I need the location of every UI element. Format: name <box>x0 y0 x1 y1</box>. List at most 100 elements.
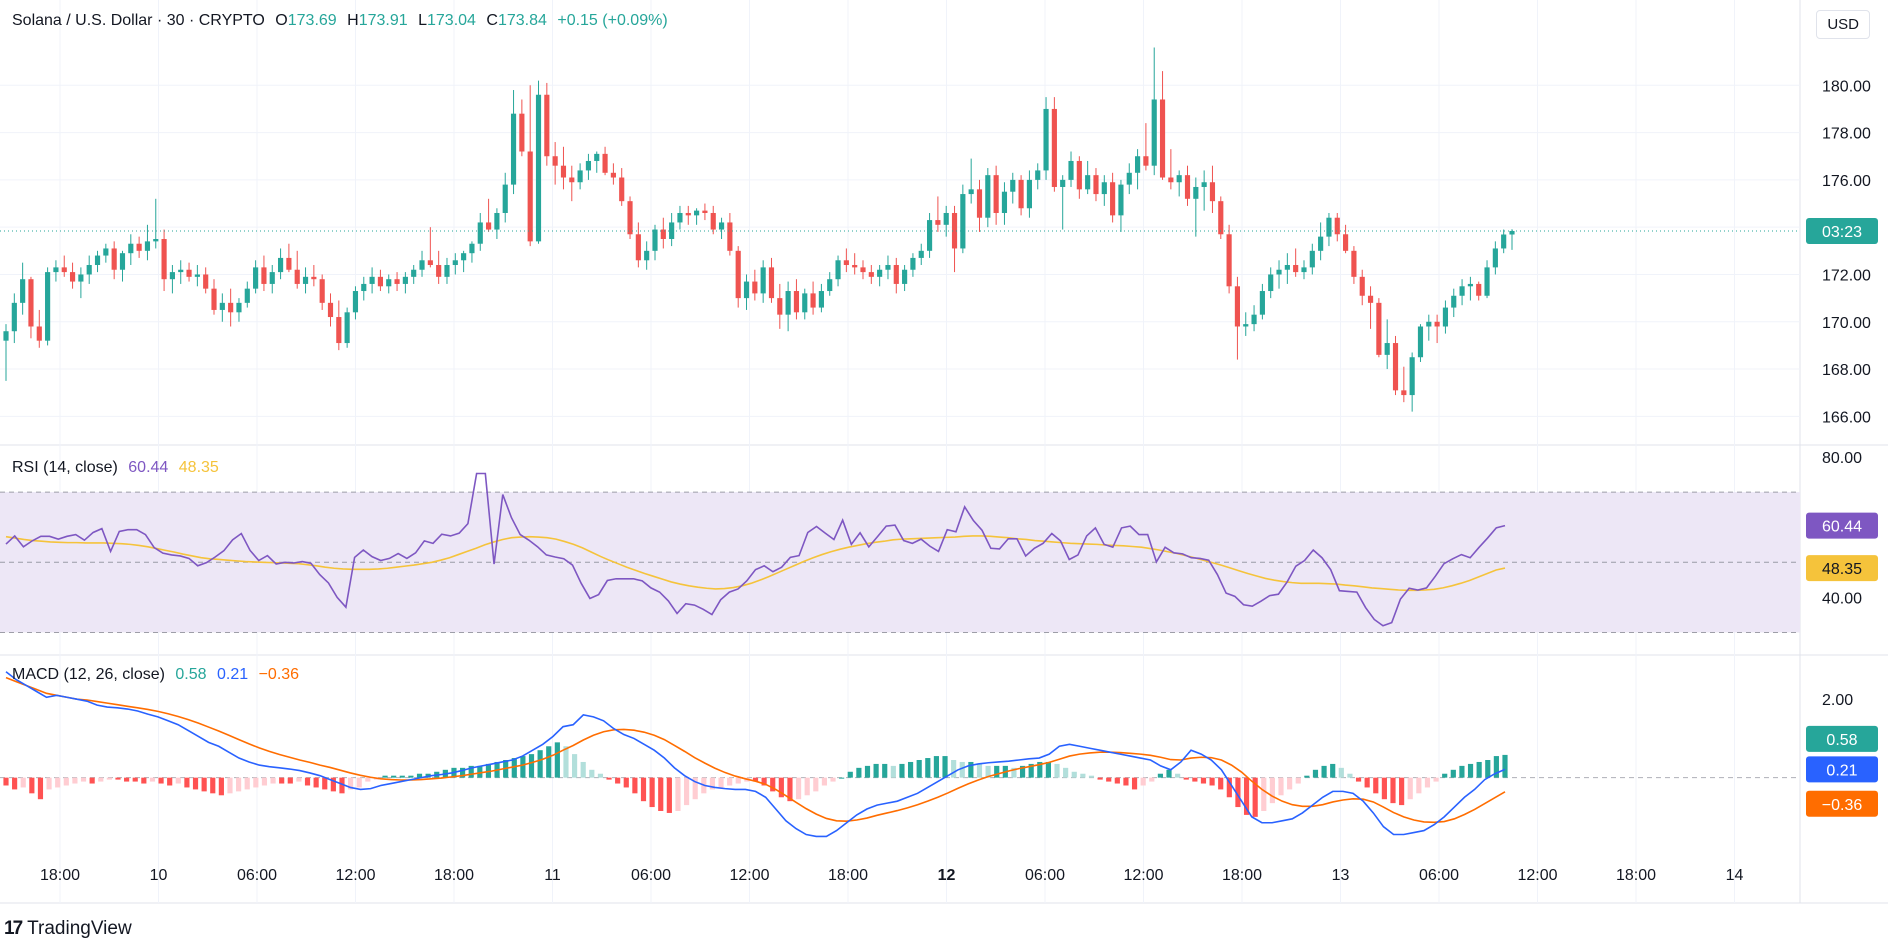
time-tick-label: 06:00 <box>1025 867 1065 884</box>
candle-body <box>1451 295 1457 308</box>
candle-body <box>1343 234 1349 251</box>
currency-button[interactable]: USD <box>1816 10 1870 39</box>
macd-hist-bar <box>1106 777 1112 782</box>
candle-body <box>1459 286 1465 296</box>
candle-body <box>253 267 259 289</box>
tradingview-logo-icon: 17 <box>4 918 23 939</box>
macd-line-badge-label: 0.21 <box>1826 762 1857 779</box>
candle-body <box>877 269 883 277</box>
candle-body <box>602 153 608 173</box>
macd-hist-bar <box>761 777 767 786</box>
candle-body <box>244 288 250 303</box>
candle-body <box>319 279 325 303</box>
candle-body <box>1068 160 1074 180</box>
time-tick-label: 13 <box>1332 867 1350 884</box>
macd-hist-bar <box>477 765 483 778</box>
candle-body <box>1001 191 1008 213</box>
candle-body <box>885 265 891 270</box>
candle-body <box>951 212 958 249</box>
macd-hist-bar <box>615 777 621 784</box>
candle-body <box>461 253 467 261</box>
macd-hist-bar <box>460 767 466 778</box>
macd-hist-bar <box>752 777 759 782</box>
macd-hist-bar <box>236 777 242 792</box>
macd-hist-bar <box>141 777 147 784</box>
time-tick-label: 12:00 <box>1123 867 1163 884</box>
macd-hist-bar <box>192 777 199 790</box>
macd-hist-bar <box>1175 773 1181 778</box>
candle-body <box>935 220 941 225</box>
macd-hist-bar <box>1192 777 1198 782</box>
change-value: +0.15 (+0.09%) <box>557 12 668 29</box>
macd-hist-bar <box>1019 765 1026 778</box>
macd-hist-bar <box>537 750 543 778</box>
macd-label[interactable]: MACD (12, 26, close) <box>12 666 165 683</box>
high-value: 173.91 <box>358 12 408 29</box>
macd-hist-bar <box>37 777 44 800</box>
macd-hist-bar <box>1442 773 1448 778</box>
candle-body <box>852 265 858 268</box>
rsi-ma-badge <box>1806 555 1878 582</box>
macd-line <box>5 671 1506 838</box>
macd-legend: MACD (12, 26, close) 0.58 0.21 −0.36 <box>12 666 305 684</box>
candle-body <box>635 234 641 261</box>
candle-body <box>1501 234 1507 249</box>
macd-hist-bar <box>942 756 948 778</box>
candle-body <box>827 279 833 292</box>
candle-body <box>1417 326 1424 358</box>
macd-hist-bar <box>115 777 121 780</box>
macd-hist-bar <box>1373 777 1379 794</box>
macd-hist-bar <box>46 777 52 790</box>
macd-hist-bar <box>175 777 181 784</box>
rsi-value-badge <box>1806 512 1878 539</box>
macd-hist-bar <box>80 777 87 782</box>
macd-hist-bar <box>666 777 672 813</box>
candle-body <box>169 272 175 280</box>
candle-body <box>36 326 42 341</box>
macd-hist-bar <box>1312 769 1319 778</box>
macd-hist-bar <box>787 777 793 802</box>
macd-hist-bar <box>839 777 845 779</box>
macd-hist-bar <box>348 777 354 790</box>
candle-body <box>644 250 650 261</box>
rsi-value: 60.44 <box>128 459 169 476</box>
candle-body <box>3 331 9 341</box>
candle-body <box>1026 179 1032 209</box>
candle-body <box>1351 250 1357 277</box>
macd-hist-bar <box>167 777 173 786</box>
macd-hist-bar <box>416 773 423 778</box>
macd-signal-badge <box>1806 790 1878 817</box>
candle-body <box>560 165 567 178</box>
candle-body <box>710 212 716 230</box>
time-tick-label: 18:00 <box>1222 867 1262 884</box>
candle-body <box>1409 357 1415 396</box>
macd-hist-bar <box>29 777 35 794</box>
macd-hist-bar <box>1209 777 1215 786</box>
macd-hist-bar <box>210 777 216 794</box>
time-tick-label: 18:00 <box>434 867 474 884</box>
macd-hist-bar <box>727 777 733 786</box>
macd-hist-bar <box>916 760 922 778</box>
macd-hist-bar <box>597 773 604 778</box>
macd-hist-bar <box>3 777 9 786</box>
macd-hist-bar <box>391 775 397 778</box>
macd-hist-bar <box>279 777 285 784</box>
symbol-title[interactable]: Solana / U.S. Dollar · 30 · CRYPTO <box>12 12 265 29</box>
candle-body <box>194 274 200 277</box>
macd-hist-bar <box>951 760 957 778</box>
candle-body <box>277 257 284 273</box>
candle-body <box>669 222 675 239</box>
macd-hist-bar <box>1390 777 1396 804</box>
rsi-legend: RSI (14, close) 60.44 48.35 <box>12 459 225 477</box>
macd-hist-bar <box>1399 777 1405 806</box>
candle-body <box>527 151 533 242</box>
candle-body <box>286 257 292 270</box>
macd-hist-bar <box>55 777 61 788</box>
tradingview-brand[interactable]: 17 TradingView <box>4 918 132 940</box>
price-tick-label: 172.00 <box>1822 267 1871 284</box>
time-tick-label: 18:00 <box>40 867 80 884</box>
candle-body <box>452 260 458 266</box>
rsi-badge-label: 60.44 <box>1822 519 1862 536</box>
rsi-label[interactable]: RSI (14, close) <box>12 459 118 476</box>
